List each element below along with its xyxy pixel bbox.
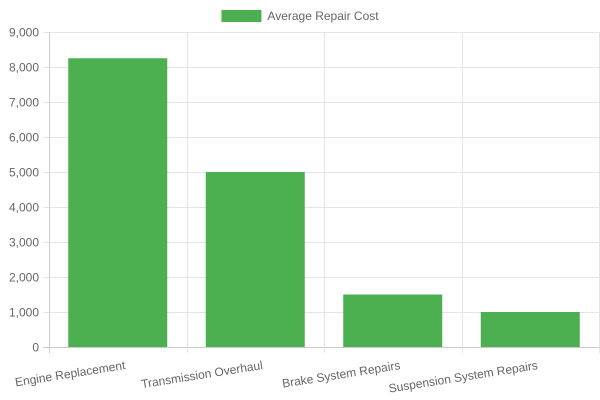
bar[interactable]: [68, 58, 168, 347]
x-tick-label: Transmission Overhaul: [140, 358, 264, 391]
bar[interactable]: [343, 294, 443, 348]
legend-swatch: [221, 10, 262, 22]
y-tick-label: 4,000: [9, 201, 39, 215]
y-tick-label: 7,000: [9, 96, 39, 110]
x-axis-ticks: Engine Replacement Transmission Overhaul B…: [14, 358, 539, 396]
y-tick-label: 2,000: [9, 271, 39, 285]
x-tick-label: Suspension System Repairs: [388, 358, 539, 395]
x-tick-label: Engine Replacement: [14, 358, 127, 389]
y-tick-label: 8,000: [9, 61, 39, 75]
y-tick-label: 3,000: [9, 236, 39, 250]
y-tick-label: 9,000: [9, 26, 39, 40]
y-tick-label: 6,000: [9, 131, 39, 145]
bars: [68, 58, 580, 347]
bar[interactable]: [480, 312, 580, 347]
x-tick-label: Brake System Repairs: [281, 358, 401, 391]
y-tick-label: 1,000: [9, 306, 39, 320]
y-tick-label: 0: [32, 341, 39, 355]
legend[interactable]: Average Repair Cost: [221, 9, 379, 23]
bar[interactable]: [205, 172, 305, 347]
y-axis-ticks: 0 1,000 2,000 3,000 4,000 5,000 6,000 7,000 8,00…: [9, 26, 39, 355]
legend-label: Average Repair Cost: [267, 9, 379, 23]
y-tick-label: 5,000: [9, 166, 39, 180]
